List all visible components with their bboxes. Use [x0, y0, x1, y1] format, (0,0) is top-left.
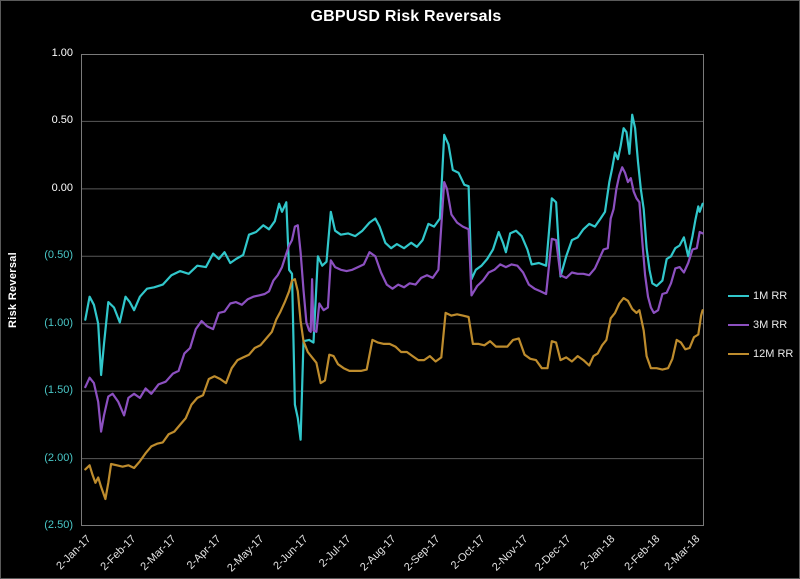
legend-item-3m-rr: 3M RR [728, 310, 798, 339]
y-tick-label: (2.50) [44, 519, 73, 531]
series-line-12m-rr [84, 278, 704, 501]
y-tick-label: (2.00) [44, 451, 73, 464]
x-tick-label: 2-May-17 [224, 533, 267, 575]
x-tick-label: 2-Jun-17 [271, 533, 311, 573]
x-tick-label: 2-Jul-17 [317, 533, 354, 570]
x-tick-label: 2-Apr-17 [184, 533, 223, 572]
legend-label-3m: 3M RR [753, 318, 788, 331]
legend-line-swatch-3m [728, 323, 749, 326]
x-tick-label: 2-Oct-17 [448, 533, 488, 572]
y-tick-label: (1.00) [44, 316, 73, 329]
plot-svg [81, 54, 704, 526]
y-tick-label: (1.50) [44, 384, 73, 397]
series-line-1m-rr [84, 113, 704, 441]
y-axis-title: Risk Reversal [7, 251, 19, 329]
legend-line-swatch-1m [728, 294, 749, 297]
legend: 1M RR 3M RR 12M RR [728, 281, 798, 368]
x-tick-label: 2-Jan-18 [578, 533, 618, 573]
legend-item-1m-rr: 1M RR [728, 281, 798, 310]
legend-line-swatch-12m [728, 352, 749, 355]
plot-area [81, 54, 704, 526]
legend-label-12m: 12M RR [753, 347, 794, 360]
x-tick-label: 2-Aug-17 [357, 533, 399, 574]
y-tick-label: 0.50 [51, 114, 73, 127]
y-tick-label: 0.00 [51, 181, 73, 194]
y-tick-label: (0.50) [44, 249, 73, 262]
x-tick-label: 2-Dec-17 [532, 533, 574, 574]
legend-label-1m: 1M RR [753, 289, 788, 302]
y-tick-label: 1.00 [51, 47, 73, 59]
x-tick-label: 2-Nov-17 [489, 533, 531, 574]
plot-border [81, 54, 704, 526]
x-tick-label: 2-Sep-17 [402, 533, 443, 574]
chart-title: GBPUSD Risk Reversals [310, 8, 502, 25]
x-tick-label: 2-Jan-17 [54, 533, 94, 573]
legend-item-12m-rr: 12M RR [728, 339, 798, 368]
series-line-3m-rr [84, 166, 704, 433]
